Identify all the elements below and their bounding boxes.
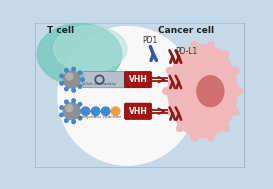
Circle shape (72, 120, 75, 124)
Text: enzymatic reaction: enzymatic reaction (79, 115, 120, 119)
Ellipse shape (207, 42, 214, 51)
Ellipse shape (207, 132, 214, 141)
Circle shape (65, 87, 68, 91)
Circle shape (60, 106, 63, 109)
Ellipse shape (191, 42, 198, 51)
Circle shape (65, 119, 68, 122)
Circle shape (101, 107, 110, 115)
Text: T cell: T cell (47, 26, 74, 36)
Circle shape (72, 88, 75, 92)
Ellipse shape (54, 26, 127, 72)
Circle shape (81, 107, 90, 115)
Circle shape (63, 103, 80, 120)
Circle shape (60, 74, 63, 78)
Ellipse shape (37, 23, 122, 85)
Circle shape (66, 73, 73, 80)
Text: VHH: VHH (129, 75, 147, 84)
Ellipse shape (221, 123, 229, 132)
Circle shape (81, 109, 84, 113)
Ellipse shape (230, 67, 239, 75)
Ellipse shape (177, 51, 185, 59)
Circle shape (78, 102, 82, 106)
Circle shape (111, 107, 120, 115)
Circle shape (65, 69, 68, 72)
Ellipse shape (168, 45, 237, 137)
Ellipse shape (197, 76, 224, 107)
Circle shape (60, 82, 63, 85)
Ellipse shape (177, 123, 185, 132)
Circle shape (78, 85, 82, 88)
Circle shape (81, 78, 84, 81)
Circle shape (72, 67, 75, 71)
Ellipse shape (191, 132, 198, 141)
Ellipse shape (166, 108, 175, 115)
Circle shape (91, 107, 100, 115)
FancyBboxPatch shape (124, 103, 152, 119)
Text: PD-L1: PD-L1 (175, 47, 197, 56)
Ellipse shape (221, 51, 229, 59)
FancyBboxPatch shape (83, 72, 125, 88)
Ellipse shape (233, 88, 243, 95)
Circle shape (65, 100, 68, 104)
FancyBboxPatch shape (124, 72, 152, 88)
Text: VHH: VHH (129, 107, 147, 116)
Ellipse shape (230, 108, 239, 115)
Circle shape (78, 116, 82, 120)
Text: PD1: PD1 (142, 36, 157, 45)
Circle shape (58, 26, 197, 165)
Circle shape (72, 99, 75, 102)
Ellipse shape (166, 67, 175, 75)
Circle shape (66, 105, 73, 112)
Text: Cancer cell: Cancer cell (158, 26, 214, 36)
Ellipse shape (163, 88, 172, 95)
Text: click chemistry: click chemistry (83, 82, 116, 86)
Circle shape (60, 113, 63, 117)
Circle shape (78, 71, 82, 74)
Circle shape (63, 71, 80, 88)
